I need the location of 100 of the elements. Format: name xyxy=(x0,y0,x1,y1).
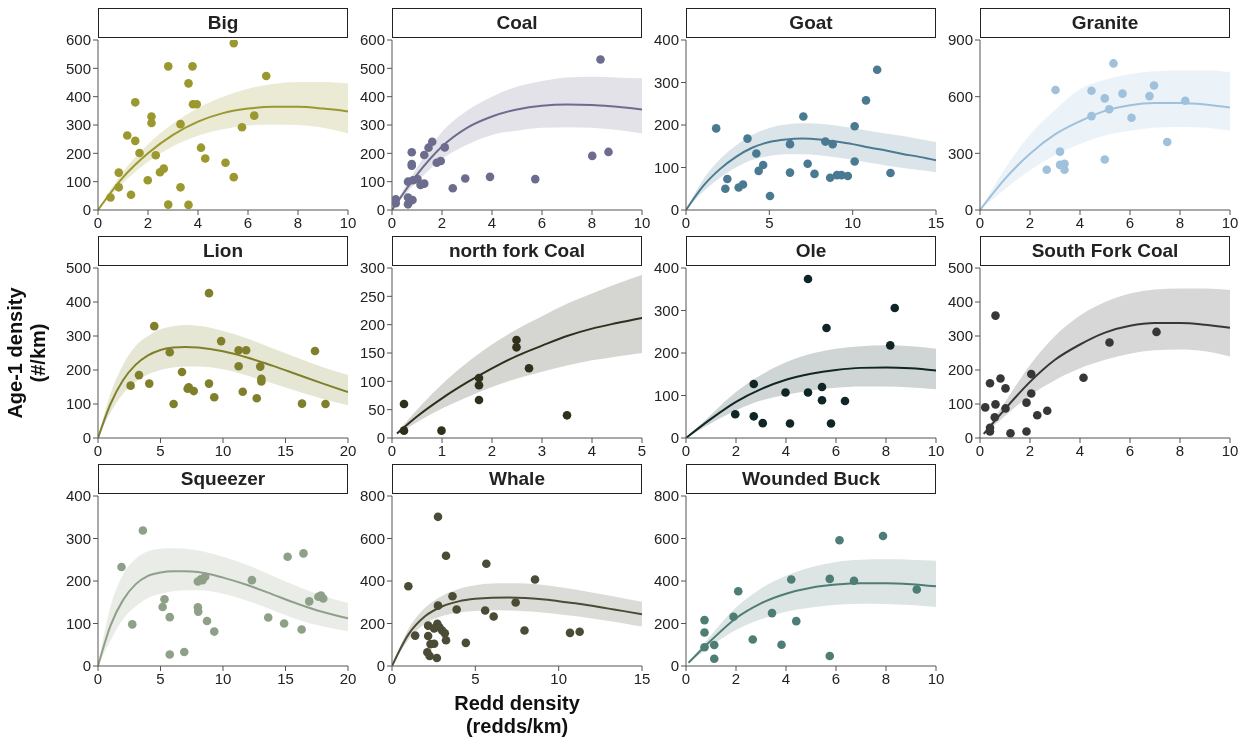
point xyxy=(1162,137,1172,147)
point xyxy=(427,137,437,147)
point xyxy=(425,651,434,661)
point xyxy=(1100,94,1110,103)
point xyxy=(165,650,175,659)
point xyxy=(1042,406,1052,416)
x-tick-label: 0 xyxy=(681,213,691,231)
y-tick-label: 0 xyxy=(964,201,973,219)
point xyxy=(399,426,409,435)
y-tick-label: 300 xyxy=(65,116,91,134)
chart-title: Big xyxy=(98,8,348,38)
point xyxy=(279,619,289,628)
point xyxy=(729,612,738,621)
point xyxy=(460,174,470,183)
point xyxy=(711,124,721,133)
point xyxy=(237,122,247,132)
x-tick-label: 10 xyxy=(1221,441,1239,459)
point xyxy=(1087,111,1096,121)
point xyxy=(980,403,990,412)
point xyxy=(850,121,859,131)
point xyxy=(234,345,243,355)
y-tick-label: 0 xyxy=(670,201,679,219)
point xyxy=(565,628,575,638)
y-tick-label: 400 xyxy=(65,487,91,505)
point xyxy=(990,412,1000,422)
point xyxy=(249,111,259,120)
point xyxy=(1100,155,1110,164)
x-tick-label: 8 xyxy=(881,441,891,459)
point xyxy=(238,387,248,397)
x-tick-label: 4 xyxy=(487,213,497,231)
y-tick-label: 500 xyxy=(65,259,91,277)
x-tick-label: 10 xyxy=(550,669,568,687)
point xyxy=(1180,96,1190,106)
point xyxy=(1109,59,1118,68)
point xyxy=(1105,338,1114,347)
y-tick-label: 0 xyxy=(82,657,91,675)
point xyxy=(754,166,763,176)
point xyxy=(163,200,173,209)
point xyxy=(160,594,169,604)
y-tick-label: 300 xyxy=(65,327,91,345)
point xyxy=(448,183,458,193)
y-tick-label: 600 xyxy=(65,31,91,49)
x-tick-label: 15 xyxy=(277,441,294,459)
point xyxy=(985,378,995,388)
y-tick-label: 600 xyxy=(653,529,679,547)
x-tick-label: 0 xyxy=(387,669,397,687)
point xyxy=(730,409,740,419)
point xyxy=(126,381,135,390)
point xyxy=(733,586,743,596)
point xyxy=(202,616,212,626)
x-tick-label: 4 xyxy=(781,669,791,687)
point xyxy=(310,346,320,356)
y-tick-label: 0 xyxy=(376,657,385,675)
point xyxy=(407,147,417,157)
x-tick-label: 0 xyxy=(975,213,985,231)
point xyxy=(474,381,484,390)
x-tick-label: 4 xyxy=(781,441,791,459)
y-tick-label: 200 xyxy=(359,315,385,333)
y-tick-label: 300 xyxy=(65,529,91,547)
point xyxy=(799,112,808,121)
point xyxy=(263,613,273,622)
point xyxy=(138,526,148,535)
point xyxy=(252,393,262,403)
point xyxy=(122,131,132,140)
point xyxy=(437,426,446,435)
x-tick-label: 2 xyxy=(1025,213,1035,231)
point xyxy=(143,175,153,185)
y-tick-label: 400 xyxy=(65,293,91,311)
point xyxy=(480,606,490,615)
x-tick-label: 6 xyxy=(1125,441,1135,459)
point xyxy=(709,640,719,650)
point xyxy=(512,343,521,352)
x-tick-label: 4 xyxy=(1075,441,1085,459)
point xyxy=(485,172,495,182)
y-tick-label: 0 xyxy=(670,657,679,675)
point xyxy=(127,620,137,629)
y-tick-label: 300 xyxy=(359,116,385,134)
point xyxy=(803,388,813,397)
point xyxy=(158,602,167,612)
x-tick-label: 2 xyxy=(731,669,741,687)
point xyxy=(878,531,888,541)
x-tick-label: 6 xyxy=(1125,213,1135,231)
point xyxy=(297,399,307,408)
point xyxy=(159,164,169,173)
point xyxy=(821,137,830,146)
x-axis-title: Redd density (redds/km) xyxy=(453,692,581,738)
point xyxy=(700,628,709,637)
point xyxy=(803,274,813,284)
y-tick-label: 400 xyxy=(653,31,679,49)
x-tick-label: 8 xyxy=(587,213,597,231)
point xyxy=(304,597,314,606)
point xyxy=(149,321,159,331)
point xyxy=(991,400,1000,409)
y-tick-label: 400 xyxy=(947,293,973,311)
x-tick-label: 6 xyxy=(243,213,253,231)
y-tick-label: 400 xyxy=(653,259,679,277)
point xyxy=(810,169,819,179)
point xyxy=(1149,81,1159,90)
point xyxy=(1051,85,1060,95)
point xyxy=(1001,384,1010,393)
